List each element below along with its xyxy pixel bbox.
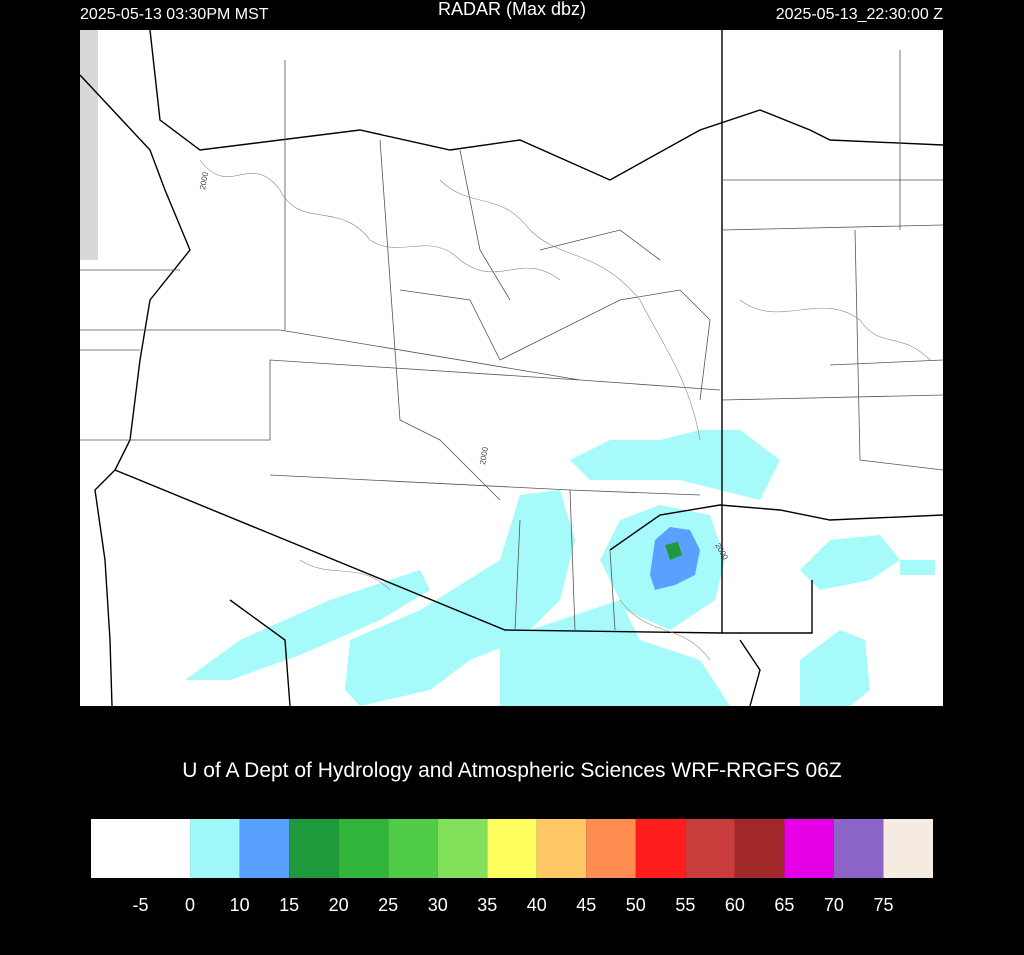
border [229, 599, 291, 707]
colorbar-label: 10 [230, 895, 250, 915]
colorbar-label: 40 [527, 895, 547, 915]
colorbar-label: 20 [329, 895, 349, 915]
contour-label: 2000 [198, 171, 210, 191]
echo [185, 570, 430, 680]
border [739, 639, 761, 707]
echo [570, 430, 780, 500]
colorbar: -5 0 10 15 20 25 30 35 40 45 50 55 60 65 70 75 [91, 819, 933, 915]
contour [199, 159, 561, 281]
color-cell [536, 819, 587, 878]
county-lines [80, 50, 944, 631]
color-cell [437, 819, 488, 878]
border [149, 29, 944, 181]
color-cell [190, 819, 240, 878]
radar-echoes [185, 430, 935, 706]
colorbar-label: -5 [133, 895, 149, 915]
county-line [269, 60, 701, 501]
terrain-contours [199, 159, 931, 661]
valid-time-local: 2025-05-13 03:30PM MST [80, 6, 269, 23]
county-line [399, 229, 711, 401]
colorbar-label: 60 [725, 895, 745, 915]
color-cell [239, 819, 290, 878]
contour-label: 2000 [478, 446, 490, 466]
color-cell [784, 819, 834, 878]
color-cell [734, 819, 785, 878]
colorbar-label: 15 [279, 895, 299, 915]
echo [345, 490, 575, 706]
color-cell [833, 819, 884, 878]
valid-time-utc: 2025-05-13_22:30:00 Z [776, 6, 943, 23]
colorbar-label: 65 [774, 895, 794, 915]
missing-data [80, 30, 98, 260]
contour [739, 299, 931, 361]
color-cell [91, 819, 191, 878]
echo [800, 630, 870, 706]
colorbar-label: 25 [378, 895, 398, 915]
credit: U of A Dept of Hydrology and Atmospheric… [182, 759, 842, 782]
county-line [80, 269, 721, 441]
colorbar-label: 0 [185, 895, 195, 915]
colorbar-label: 55 [675, 895, 695, 915]
echo [500, 600, 730, 706]
contour [439, 179, 701, 441]
echo-moderate [650, 527, 700, 590]
contour [299, 559, 711, 661]
echo [800, 535, 900, 590]
color-cell [883, 819, 933, 878]
color-cell [289, 819, 339, 878]
color-cell [338, 819, 389, 878]
color-cell [685, 819, 735, 878]
county-line [721, 50, 944, 471]
colorbar-label: 70 [824, 895, 844, 915]
border [94, 469, 116, 707]
echo [900, 560, 935, 575]
color-cell [586, 819, 636, 878]
colorbar-label: 30 [428, 895, 448, 915]
echo-strong [665, 542, 682, 560]
state-borders [79, 29, 944, 707]
border [79, 30, 723, 634]
color-cell [635, 819, 686, 878]
border [609, 504, 944, 551]
colorbar-label: 45 [576, 895, 596, 915]
colorbar-label: 75 [873, 895, 893, 915]
map: 2000 2000 2000 [79, 29, 944, 707]
county-line [514, 489, 616, 631]
colorbar-label: 50 [626, 895, 646, 915]
color-cell [388, 819, 438, 878]
border [722, 580, 813, 634]
color-cell [487, 819, 537, 878]
colorbar-label: 35 [477, 895, 497, 915]
map-title: RADAR (Max dbz) [438, 0, 586, 19]
